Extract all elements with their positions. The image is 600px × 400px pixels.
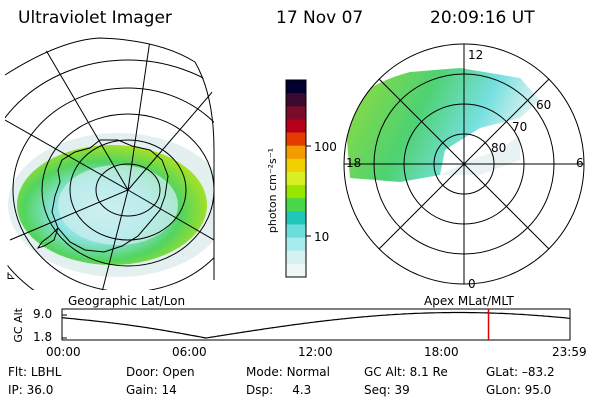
altitude-strip bbox=[61, 308, 571, 341]
status-door: Door: Open bbox=[126, 365, 195, 379]
colorbar-band bbox=[286, 237, 306, 252]
status-gc-alt: GC Alt: 8.1 Re bbox=[364, 365, 448, 379]
colorbar-unit-label: photon cm⁻²s⁻¹ bbox=[266, 148, 279, 234]
alt-xtick-4: 23:59 bbox=[552, 345, 587, 359]
instrument-title: Ultraviolet Imager bbox=[18, 8, 172, 28]
status-filter: Flt: LBHL bbox=[8, 365, 62, 379]
colorbar-band bbox=[286, 106, 306, 120]
colorbar bbox=[286, 80, 306, 278]
colorbar-band bbox=[286, 119, 306, 134]
mlt-label-0: 0 bbox=[468, 277, 476, 291]
colorbar-band bbox=[286, 185, 306, 199]
status-seq: Seq: 39 bbox=[364, 383, 410, 397]
colorbar-band bbox=[286, 211, 306, 225]
colorbar-band bbox=[286, 198, 306, 212]
gc-alt-axis-label: GC Alt bbox=[12, 308, 25, 343]
colorbar-band bbox=[286, 250, 306, 265]
alt-xtick-2: 12:00 bbox=[298, 345, 333, 359]
mlat-label-80: 80 bbox=[491, 141, 507, 155]
colorbar-label-100: 100 bbox=[314, 140, 337, 154]
status-glon: GLon: 95.0 bbox=[486, 383, 552, 397]
colorbar-frame bbox=[285, 79, 307, 278]
colorbar-band bbox=[286, 93, 306, 107]
mlt-label-12: 12 bbox=[468, 48, 484, 62]
alt-xtick-3: 18:00 bbox=[424, 345, 459, 359]
status-glat: GLat: –83.2 bbox=[486, 365, 555, 379]
status-gain: Gain: 14 bbox=[126, 383, 177, 397]
colorbar-band bbox=[286, 263, 306, 278]
geographic-panel bbox=[5, 39, 214, 290]
alt-xtick-1: 06:00 bbox=[172, 345, 207, 359]
geographic-caption: Geographic Lat/Lon bbox=[68, 294, 186, 308]
date-label: 17 Nov 07 bbox=[276, 8, 364, 28]
geographic-frame bbox=[4, 37, 215, 280]
colorbar-band bbox=[286, 145, 306, 160]
colorbar-band bbox=[286, 158, 306, 173]
colorbar-band bbox=[286, 80, 306, 94]
status-dsp: Dsp: 4.3 bbox=[246, 383, 312, 397]
colorbar-band bbox=[286, 132, 306, 147]
status-ip: IP: 36.0 bbox=[8, 383, 54, 397]
geo-corner-mark: ⊾ bbox=[6, 268, 17, 282]
mlt-label-6: 6 bbox=[576, 156, 584, 170]
alt-ytick-high: 9.0 bbox=[33, 307, 53, 321]
alt-xtick-0: 00:00 bbox=[46, 345, 81, 359]
mlt-label-18: 18 bbox=[346, 156, 362, 170]
apex-caption: Apex MLat/MLT bbox=[424, 294, 514, 308]
time-label: 20:09:16 UT bbox=[430, 8, 535, 28]
altitude-curve bbox=[61, 311, 571, 339]
colorbar-band bbox=[286, 171, 306, 186]
alt-ytick-low: 1.8 bbox=[33, 330, 53, 344]
mlat-label-60: 60 bbox=[536, 98, 552, 112]
polar-panel bbox=[343, 43, 585, 285]
mlat-label-70: 70 bbox=[512, 120, 528, 134]
colorbar-band bbox=[286, 224, 306, 239]
colorbar-label-10: 10 bbox=[314, 230, 330, 244]
status-mode: Mode: Normal bbox=[246, 365, 330, 379]
